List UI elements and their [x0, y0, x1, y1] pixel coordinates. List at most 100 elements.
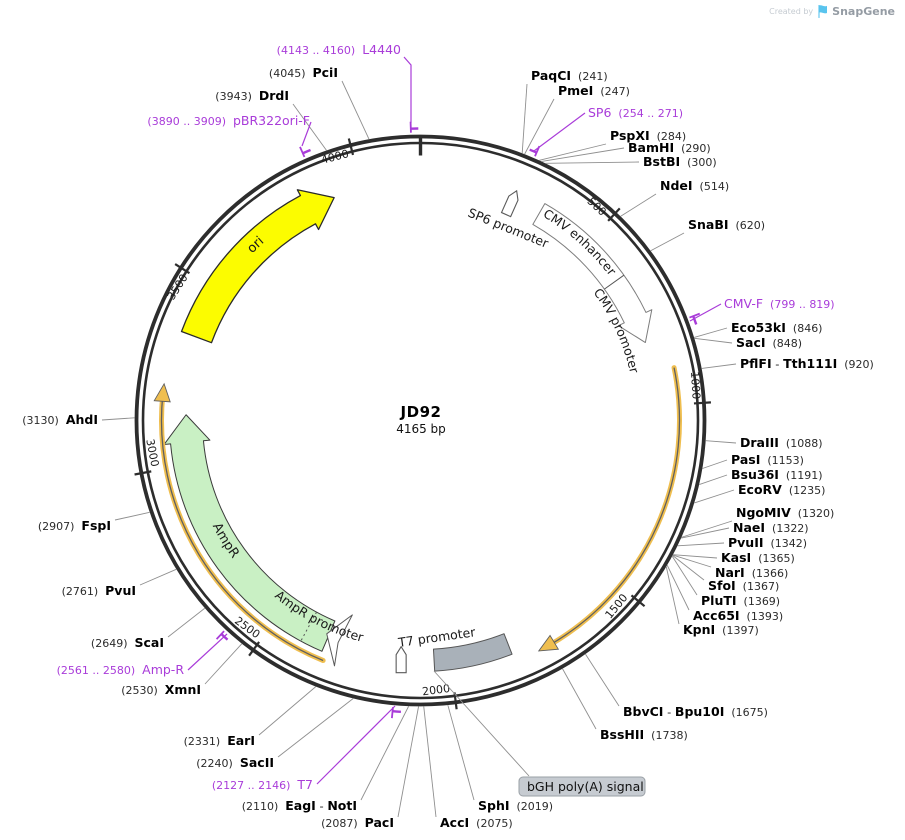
- site-label[interactable]: AccI (2075): [440, 815, 513, 830]
- site-ScaI[interactable]: (2649) ScaI: [91, 607, 206, 650]
- site-KasI[interactable]: KasI (1365): [673, 550, 795, 565]
- feature-shape-ampr-promoter[interactable]: [326, 614, 353, 667]
- site-label[interactable]: PspXI (284): [610, 128, 686, 143]
- primer-Amp-R[interactable]: (2561 .. 2580) Amp-R: [57, 630, 229, 677]
- primer-T7[interactable]: (2127 .. 2146) T7: [212, 705, 401, 792]
- site-label[interactable]: (2110) EagI - NotI: [242, 798, 357, 813]
- site-label[interactable]: (2331) EarI: [184, 733, 255, 748]
- feature-sp6-promoter[interactable]: [500, 189, 522, 218]
- site-label[interactable]: BssHII (1738): [600, 727, 688, 742]
- site-Acc65I[interactable]: Acc65I (1393): [666, 565, 783, 623]
- primer-L4440[interactable]: (4143 .. 4160) L4440: [277, 42, 419, 133]
- primer-label[interactable]: (2561 .. 2580) Amp-R: [57, 662, 185, 677]
- site-label[interactable]: NaeI (1322): [733, 520, 809, 535]
- primer-label[interactable]: CMV-F (799 .. 819): [724, 296, 835, 311]
- site-SacII[interactable]: (2240) SacII: [196, 698, 354, 770]
- site-label[interactable]: PmeI (247): [558, 83, 630, 98]
- site-label[interactable]: BbvCI - Bpu10I (1675): [623, 704, 768, 719]
- site-NdeI[interactable]: NdeI (514): [620, 178, 729, 217]
- site-label[interactable]: SnaBI (620): [688, 217, 765, 232]
- site-label[interactable]: (4045) PciI: [269, 65, 338, 80]
- site-DraIII[interactable]: DraIII (1088): [705, 435, 823, 450]
- site-KpnI[interactable]: KpnI (1397): [665, 566, 759, 637]
- site-label[interactable]: (2530) XmnI: [121, 682, 201, 697]
- feature-shape-ampr[interactable]: [163, 414, 336, 652]
- site-FspI[interactable]: (2907) FspI: [38, 511, 150, 533]
- site-label[interactable]: EcoRV (1235): [738, 482, 825, 497]
- site-DrdI[interactable]: (3943) DrdI: [215, 88, 327, 151]
- site-SfoI[interactable]: SfoI (1367): [672, 555, 780, 593]
- site-PvuII[interactable]: PvuII (1342): [677, 535, 808, 550]
- feature-ampr[interactable]: [163, 414, 336, 652]
- site-NgoMIV[interactable]: NgoMIV (1320): [681, 505, 835, 538]
- site-PmeI[interactable]: PmeI (247): [524, 83, 630, 155]
- site-BamHI[interactable]: BamHI (290): [541, 140, 711, 162]
- site-label[interactable]: KasI (1365): [721, 550, 795, 565]
- site-label[interactable]: PaqCI (241): [531, 68, 608, 83]
- site-BstBI[interactable]: BstBI (300): [545, 154, 717, 169]
- site-label[interactable]: (2649) ScaI: [91, 635, 164, 650]
- site-AccI[interactable]: AccI (2075): [423, 706, 513, 830]
- primer-CMV-F[interactable]: CMV-F (799 .. 819): [689, 296, 835, 325]
- primer-label[interactable]: (3890 .. 3909) pBR322ori-F: [147, 113, 310, 128]
- site-label[interactable]: NdeI (514): [660, 178, 729, 193]
- site-XmnI[interactable]: (2530) XmnI: [121, 643, 243, 697]
- site-label[interactable]: PflFI - Tth111I (920): [740, 356, 874, 371]
- primer-label[interactable]: (4143 .. 4160) L4440: [277, 42, 401, 57]
- site-SnaBI[interactable]: SnaBI (620): [650, 217, 765, 252]
- site-label[interactable]: PvuII (1342): [728, 535, 807, 550]
- site-label[interactable]: Bsu36I (1191): [731, 467, 823, 482]
- site-BbvCI-Bpu10I[interactable]: BbvCI - Bpu10I (1675): [585, 653, 768, 719]
- site-PacI[interactable]: (2087) PacI: [321, 706, 420, 830]
- feature-orf-insert[interactable]: [537, 365, 682, 652]
- site-NaeI[interactable]: NaeI (1322): [681, 520, 809, 539]
- site-EcoRV[interactable]: EcoRV (1235): [694, 482, 825, 504]
- site-SacI[interactable]: SacI (848): [694, 335, 802, 350]
- site-BssHII[interactable]: BssHII (1738): [562, 668, 688, 742]
- site-label[interactable]: SfoI (1367): [708, 578, 779, 593]
- site-label[interactable]: PasI (1153): [731, 452, 804, 467]
- site-PvuI[interactable]: (2761) PvuI: [62, 568, 177, 598]
- site-Eco53kI[interactable]: Eco53kI (846): [694, 320, 822, 338]
- site-label[interactable]: Eco53kI (846): [731, 320, 822, 335]
- site-label[interactable]: NgoMIV (1320): [736, 505, 834, 520]
- feature-bgh-polya-signal[interactable]: [432, 633, 513, 672]
- site-EarI[interactable]: (2331) EarI: [184, 686, 317, 748]
- feature-orf-ampr[interactable]: [153, 382, 326, 663]
- feature-cmv-enhancer-promoter[interactable]: [532, 203, 653, 344]
- feature-ori[interactable]: [180, 189, 335, 344]
- site-label[interactable]: (2907) FspI: [38, 518, 111, 533]
- feature-t7-promoter[interactable]: [395, 645, 407, 674]
- feature-label-box-bgh-polya-signal[interactable]: [518, 776, 646, 797]
- site-PaqCI[interactable]: PaqCI (241): [521, 68, 608, 154]
- feature-shape-ori[interactable]: [180, 189, 335, 344]
- site-label[interactable]: PluTI (1369): [701, 593, 780, 608]
- site-AhdI[interactable]: (3130) AhdI: [22, 412, 135, 427]
- site-label[interactable]: KpnI (1397): [683, 622, 759, 637]
- site-label[interactable]: DraIII (1088): [740, 435, 823, 450]
- site-Bsu36I[interactable]: Bsu36I (1191): [699, 467, 823, 485]
- primer-arc[interactable]: [302, 148, 311, 155]
- site-PluTI[interactable]: PluTI (1369): [671, 555, 780, 608]
- primer-label[interactable]: SP6 (254 .. 271): [588, 105, 683, 120]
- primer-label[interactable]: (2127 .. 2146) T7: [212, 777, 313, 792]
- feature-ampr-promoter[interactable]: [326, 614, 353, 667]
- site-label[interactable]: BamHI (290): [628, 140, 711, 155]
- site-label[interactable]: (2087) PacI: [321, 815, 394, 830]
- site-PciI[interactable]: (4045) PciI: [269, 65, 370, 140]
- site-EagI-NotI[interactable]: (2110) EagI - NotI: [242, 706, 410, 813]
- site-label[interactable]: NarI (1366): [715, 565, 788, 580]
- site-SphI[interactable]: SphI (2019): [447, 705, 553, 813]
- site-label[interactable]: SphI (2019): [478, 798, 553, 813]
- feature-arrow-glyph-t7-promoter[interactable]: [395, 645, 407, 674]
- site-NarI[interactable]: NarI (1366): [672, 554, 788, 580]
- feature-shape-cmv-enhancer-promoter[interactable]: [532, 203, 653, 344]
- site-label[interactable]: Acc65I (1393): [693, 608, 783, 623]
- site-PspXI[interactable]: PspXI (284): [539, 128, 686, 161]
- site-label[interactable]: (2240) SacII: [196, 755, 274, 770]
- feature-arrow-glyph-sp6-promoter[interactable]: [500, 189, 522, 218]
- site-label[interactable]: BstBI (300): [643, 154, 717, 169]
- site-label[interactable]: (2761) PvuI: [62, 583, 136, 598]
- site-label[interactable]: (3130) AhdI: [22, 412, 98, 427]
- primer-pBR322ori-F[interactable]: (3890 .. 3909) pBR322ori-F: [147, 113, 312, 158]
